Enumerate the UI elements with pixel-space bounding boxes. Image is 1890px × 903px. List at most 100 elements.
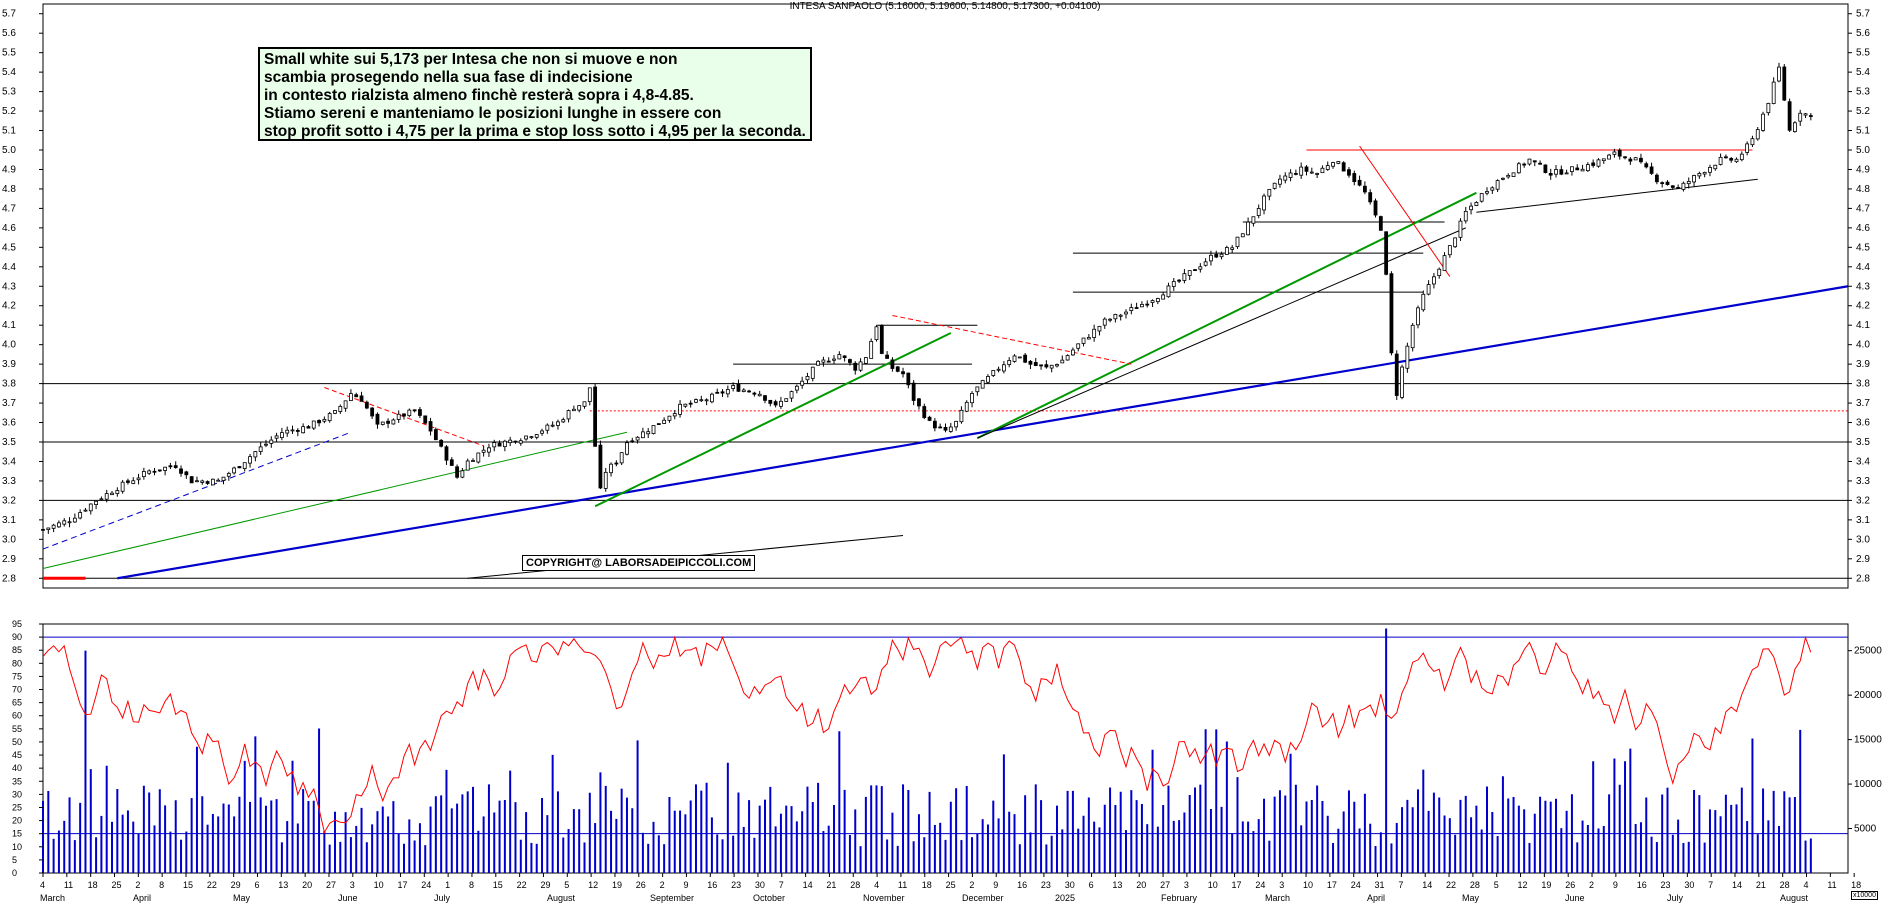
price-tick-label-right: 3.9	[1856, 359, 1870, 370]
candle-body	[1288, 172, 1293, 178]
candle-body	[279, 432, 284, 438]
osc-tick-label: 35	[12, 776, 22, 786]
candle-body	[991, 370, 996, 376]
x-month-label: April	[1367, 893, 1385, 903]
candle-body	[269, 439, 274, 444]
candle-body	[593, 386, 598, 447]
x-day-label: 7	[1708, 880, 1713, 890]
candle-body	[1384, 231, 1389, 275]
candle-body	[1623, 156, 1627, 159]
candle-body	[67, 521, 72, 524]
candle-body	[1272, 182, 1277, 189]
candle-body	[83, 509, 88, 512]
x-day-label: 30	[1684, 880, 1694, 890]
price-tick-label-left: 5.0	[2, 145, 16, 156]
candle-body	[1463, 210, 1468, 222]
x-month-label: February	[1161, 893, 1198, 903]
candle-body	[1548, 173, 1553, 176]
candle-body	[975, 386, 980, 393]
candle-body	[1039, 364, 1043, 367]
candle-body	[736, 384, 741, 392]
price-tick-label-left: 3.6	[2, 418, 16, 429]
candle-body	[1304, 166, 1309, 172]
candle-body	[476, 452, 481, 463]
candle-body	[1458, 220, 1463, 238]
candle-body	[110, 492, 114, 496]
x-month-label: August	[1780, 893, 1809, 903]
x-day-label: 24	[1255, 880, 1265, 890]
candle-body	[338, 405, 343, 412]
candle-body	[173, 465, 178, 468]
candle-body	[322, 418, 327, 422]
osc-tick-label: 0	[12, 868, 17, 878]
candle-body	[895, 366, 900, 372]
x-day-label: 11	[1827, 880, 1836, 890]
candle-body	[556, 421, 560, 426]
candle-body	[917, 398, 921, 407]
candle-body	[104, 493, 109, 500]
candle-body	[964, 401, 969, 412]
x-day-label: 4	[874, 880, 879, 890]
candle-body	[625, 442, 629, 455]
candle-body	[1161, 294, 1166, 300]
candle-body	[1140, 304, 1144, 308]
osc-tick-label: 25	[12, 802, 22, 812]
candle-body	[1644, 163, 1649, 168]
volume-tick-label: 10000	[1854, 779, 1882, 790]
candle-body	[1012, 355, 1017, 362]
candle-body	[205, 481, 210, 484]
copyright-label: COPYRIGHT@ LABORSADEIPICCOLI.COM	[522, 555, 756, 571]
x-day-label: 24	[421, 880, 431, 890]
candle-body	[1033, 362, 1038, 366]
x-day-label: 10	[1303, 880, 1313, 890]
price-tick-label-right: 2.9	[1856, 554, 1870, 565]
candle-body	[343, 400, 348, 409]
price-tick-label-left: 3.3	[2, 476, 16, 487]
candle-body	[842, 355, 847, 358]
note-line-5: stop profit sotto i 4,75 per la prima e …	[264, 123, 806, 140]
x-day-label: 17	[1232, 880, 1242, 890]
candle-body	[794, 385, 799, 391]
x-day-label: 28	[1780, 880, 1790, 890]
candle-body	[1516, 163, 1521, 174]
candle-body	[141, 471, 146, 477]
candle-body	[396, 413, 401, 420]
candle-body	[1755, 129, 1760, 140]
candle-body	[317, 420, 321, 424]
note-line-1: Small white sui 5,173 per Intesa che non…	[264, 51, 678, 68]
candle-body	[1394, 353, 1399, 396]
candle-body	[253, 451, 258, 458]
candle-body	[1325, 165, 1330, 170]
candle-body	[1097, 325, 1102, 332]
x-month-label: 2025	[1055, 893, 1075, 903]
candle-body	[126, 480, 130, 483]
price-tick-label-right: 3.2	[1856, 495, 1870, 506]
note-line-4: Stiamo sereni e manteniamo le posizioni …	[264, 105, 722, 122]
candle-body	[1639, 157, 1643, 163]
candle-body	[1442, 255, 1447, 271]
price-frame	[42, 3, 1849, 589]
candle-body	[295, 430, 300, 432]
candle-body	[1580, 168, 1585, 172]
volume-tick-label: 5000	[1854, 824, 1877, 835]
candle-body	[1501, 177, 1505, 180]
x-day-label: 18	[88, 880, 98, 890]
candle-body	[826, 360, 831, 363]
candle-body	[1235, 236, 1240, 248]
candle-body	[216, 479, 221, 482]
candle-body	[354, 394, 359, 398]
price-tick-label-right: 3.8	[1856, 379, 1870, 390]
candle-body	[1665, 181, 1670, 185]
x-day-label: 18	[1851, 880, 1861, 890]
x-month-label: July	[434, 893, 451, 903]
x-day-label: 8	[159, 880, 164, 890]
osc-tick-label: 15	[12, 829, 22, 839]
price-tick-label-left: 3.8	[2, 379, 16, 390]
x-day-label: 11	[64, 880, 73, 890]
candle-body	[970, 392, 974, 404]
candle-body	[94, 500, 98, 506]
candle-body	[587, 387, 592, 402]
x-day-label: 11	[898, 880, 907, 890]
candle-body	[1209, 254, 1213, 262]
x-day-label: 3	[1184, 880, 1189, 890]
